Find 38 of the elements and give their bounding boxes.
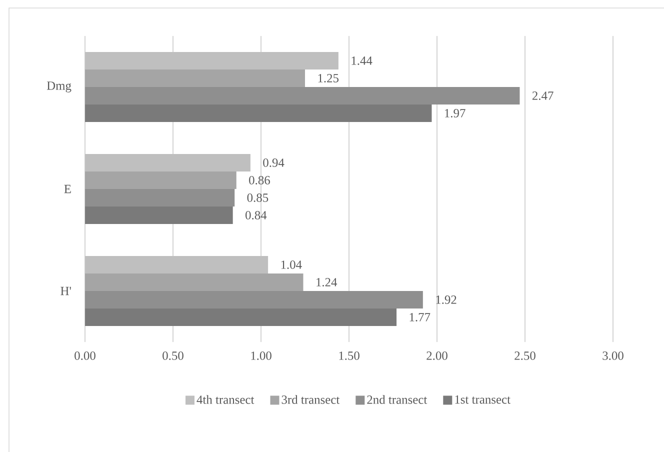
legend-label: 1st transect xyxy=(455,395,510,404)
bar xyxy=(85,188,235,206)
bar xyxy=(85,206,233,224)
data-label: 1.97 xyxy=(445,109,466,118)
bar xyxy=(85,171,236,189)
x-tick-label: 1.50 xyxy=(339,352,360,360)
data-label: 2.47 xyxy=(532,92,554,100)
x-tick-label: 1.00 xyxy=(251,352,272,360)
data-label: 1.77 xyxy=(410,313,430,322)
data-label: 1.04 xyxy=(281,260,302,269)
x-tick-label: 3.00 xyxy=(602,352,624,360)
data-label: 0.86 xyxy=(249,176,270,184)
bar xyxy=(85,290,423,308)
bar xyxy=(85,52,338,70)
data-label: 1.92 xyxy=(436,296,456,304)
data-label: 0.94 xyxy=(263,158,284,167)
legend-label: 4th transect xyxy=(196,395,254,404)
bar xyxy=(85,256,268,274)
bar xyxy=(85,86,520,104)
legend-label: 2nd transect xyxy=(367,395,428,404)
bar xyxy=(85,69,306,87)
y-tick-label: H' xyxy=(60,286,71,296)
x-tick-label: 2.00 xyxy=(426,352,448,360)
legend-label: 3rd transect xyxy=(282,395,340,404)
bar xyxy=(85,104,432,122)
data-label: 0.85 xyxy=(247,194,268,202)
bar xyxy=(85,308,397,326)
bar xyxy=(85,154,250,172)
data-label: 1.44 xyxy=(352,56,372,65)
x-tick-label: 0.00 xyxy=(74,352,96,360)
data-label: 1.24 xyxy=(316,278,338,286)
y-tick-label: E xyxy=(64,184,71,194)
y-tick-label: Dmg xyxy=(46,82,72,92)
bar xyxy=(85,273,304,291)
data-label: 1.25 xyxy=(318,74,339,82)
data-label: 0.84 xyxy=(246,211,267,220)
x-tick-label: 2.50 xyxy=(514,352,536,360)
x-tick-label: 0.50 xyxy=(162,352,184,360)
